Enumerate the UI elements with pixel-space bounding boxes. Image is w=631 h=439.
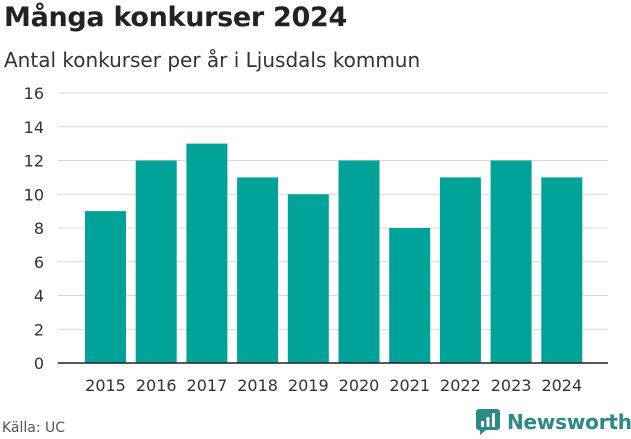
bar	[490, 160, 532, 363]
y-tick-label: 2	[34, 320, 44, 339]
x-tick-label: 2017	[187, 376, 228, 395]
bar	[237, 177, 279, 363]
newsworthy-icon	[476, 409, 500, 435]
y-tick-label: 16	[24, 84, 44, 103]
x-tick-label: 2020	[339, 376, 380, 395]
brand-logo: Newsworthy	[475, 408, 631, 436]
y-tick-label: 14	[24, 118, 44, 137]
source-note: Källa: UC	[2, 420, 66, 436]
bar	[287, 194, 329, 363]
bar	[389, 228, 431, 363]
y-tick-label: 6	[34, 253, 44, 272]
x-tick-label: 2024	[541, 376, 582, 395]
x-tick-label: 2019	[288, 376, 329, 395]
bar	[186, 143, 228, 363]
x-tick-label: 2021	[389, 376, 430, 395]
x-tick-label: 2018	[237, 376, 278, 395]
chart-title: Många konkurser 2024	[4, 2, 347, 33]
x-tick-label: 2015	[85, 376, 126, 395]
bar	[85, 211, 126, 363]
y-tick-label: 4	[34, 287, 44, 306]
bar	[338, 160, 380, 363]
bar	[135, 160, 177, 363]
y-tick-label: 8	[34, 219, 44, 238]
brand-name: Newsworthy	[507, 410, 631, 434]
bar	[439, 177, 481, 363]
x-tick-label: 2016	[136, 376, 177, 395]
x-tick-label: 2023	[491, 376, 532, 395]
y-tick-label: 0	[34, 354, 44, 373]
chart-subtitle: Antal konkurser per år i Ljusdals kommun	[4, 48, 421, 72]
bar	[541, 177, 583, 363]
y-tick-label: 12	[24, 152, 44, 171]
y-tick-label: 10	[24, 185, 44, 204]
x-tick-label: 2022	[440, 376, 481, 395]
